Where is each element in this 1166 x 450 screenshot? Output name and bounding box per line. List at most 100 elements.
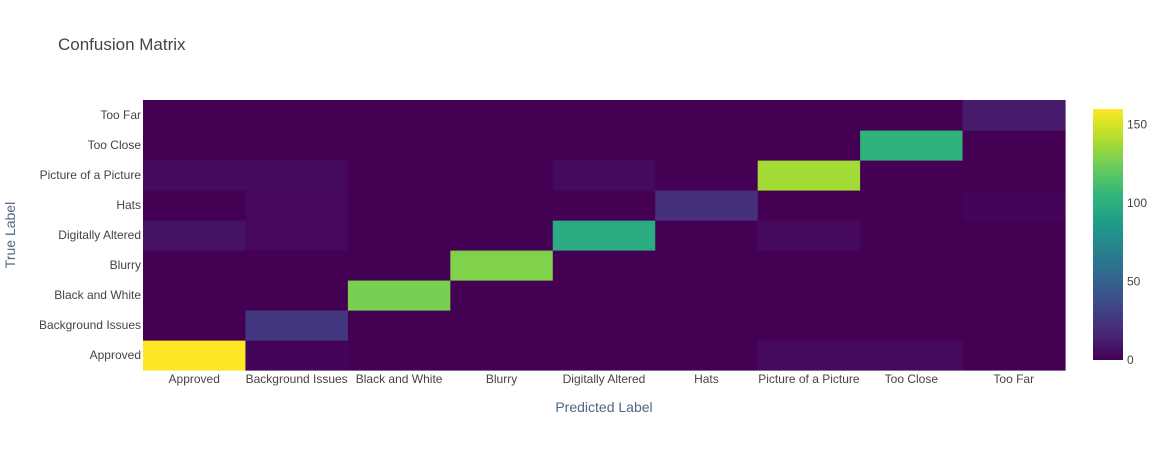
heatmap-cell-too-far-picture-of-a-picture — [757, 100, 861, 131]
heatmap-cell-black-and-white-approved — [143, 280, 247, 311]
heatmap-cell-black-and-white-too-far — [962, 280, 1066, 311]
y-tick-label: Too Far — [100, 108, 141, 122]
heatmap-cell-black-and-white-blurry — [450, 280, 554, 311]
y-tick-label: Hats — [116, 198, 141, 212]
heatmap-cell-black-and-white-background-issues — [245, 280, 349, 311]
x-tick-label: Black and White — [356, 372, 443, 386]
heatmap-cell-blurry-too-far — [962, 250, 1066, 281]
heatmap-cell-digitally-altered-picture-of-a-picture — [757, 220, 861, 251]
heatmap-cell-blurry-background-issues — [245, 250, 349, 281]
heatmap-cell-approved-blurry — [450, 340, 554, 371]
heatmap-cell-too-far-black-and-white — [347, 100, 451, 131]
x-tick-label: Approved — [169, 372, 220, 386]
heatmap-cell-picture-of-a-picture-hats — [655, 160, 759, 191]
colorbar — [1093, 109, 1123, 360]
x-tick-label: Hats — [694, 372, 719, 386]
heatmap-cell-approved-picture-of-a-picture — [757, 340, 861, 371]
heatmap-cell-picture-of-a-picture-too-far — [962, 160, 1066, 191]
heatmap-cell-digitally-altered-too-far — [962, 220, 1066, 251]
x-axis-ticks: Approved Background Issues Black and White… — [169, 372, 1035, 386]
heatmap-cell-approved-background-issues — [245, 340, 349, 371]
heatmap-cell-background-issues-too-close — [860, 310, 964, 341]
heatmap-cell-black-and-white-too-close — [860, 280, 964, 311]
heatmap-cell-approved-approved — [143, 340, 247, 371]
heatmap-cell-too-close-blurry — [450, 130, 554, 161]
heatmap-cell-background-issues-approved — [143, 310, 247, 341]
heatmap-cell-background-issues-hats — [655, 310, 759, 341]
x-tick-label: Background Issues — [246, 372, 348, 386]
chart-title: Confusion Matrix — [58, 35, 186, 54]
heatmap-cell-digitally-altered-blurry — [450, 220, 554, 251]
heatmap-cell-background-issues-blurry — [450, 310, 554, 341]
heatmap-cell-picture-of-a-picture-approved — [143, 160, 247, 191]
heatmap-cell-blurry-digitally-altered — [552, 250, 656, 281]
heatmap-cell-blurry-too-close — [860, 250, 964, 281]
heatmap-cell-background-issues-too-far — [962, 310, 1066, 341]
y-tick-label: Too Close — [88, 138, 142, 152]
heatmap-cell-digitally-altered-hats — [655, 220, 759, 251]
heatmap-cell-hats-black-and-white — [347, 190, 451, 221]
heatmap-cell-hats-picture-of-a-picture — [757, 190, 861, 221]
heatmap-cell-approved-too-far — [962, 340, 1066, 371]
heatmap-cell-digitally-altered-black-and-white — [347, 220, 451, 251]
y-tick-label: Approved — [90, 348, 141, 362]
heatmap-cell-picture-of-a-picture-blurry — [450, 160, 554, 191]
heatmap-cell-picture-of-a-picture-too-close — [860, 160, 964, 191]
colorbar-tick-label: 0 — [1127, 353, 1134, 367]
heatmap-cell-too-far-digitally-altered — [552, 100, 656, 131]
heatmap-cell-blurry-picture-of-a-picture — [757, 250, 861, 281]
heatmap-cell-blurry-hats — [655, 250, 759, 281]
colorbar-tick-label: 150 — [1127, 118, 1147, 132]
heatmap-cell-hats-hats — [655, 190, 759, 221]
heatmap-cell-hats-background-issues — [245, 190, 349, 221]
heatmap-cell-too-far-too-close — [860, 100, 964, 131]
heatmap-cell-approved-digitally-altered — [552, 340, 656, 371]
heatmap-cell-too-far-background-issues — [245, 100, 349, 131]
heatmap-cell-digitally-altered-background-issues — [245, 220, 349, 251]
heatmap-cell-too-close-black-and-white — [347, 130, 451, 161]
heatmap-cell-black-and-white-black-and-white — [347, 280, 451, 311]
heatmap-cell-background-issues-digitally-altered — [552, 310, 656, 341]
x-tick-label: Digitally Altered — [563, 372, 646, 386]
heatmap-cell-digitally-altered-too-close — [860, 220, 964, 251]
heatmap-cell-blurry-blurry — [450, 250, 554, 281]
heatmap-cell-blurry-black-and-white — [347, 250, 451, 281]
y-axis-title: True Label — [2, 202, 18, 268]
heatmap-cell-digitally-altered-digitally-altered — [552, 220, 656, 251]
x-tick-label: Too Close — [885, 372, 939, 386]
heatmap-cell-background-issues-black-and-white — [347, 310, 451, 341]
heatmap-cell-too-close-approved — [143, 130, 247, 161]
heatmap-cell-too-close-digitally-altered — [552, 130, 656, 161]
heatmap-cell-approved-hats — [655, 340, 759, 371]
heatmap-cell-black-and-white-picture-of-a-picture — [757, 280, 861, 311]
heatmap-cell-black-and-white-hats — [655, 280, 759, 311]
heatmap-cell-approved-too-close — [860, 340, 964, 371]
y-tick-label: Picture of a Picture — [40, 168, 142, 182]
x-tick-label: Picture of a Picture — [758, 372, 860, 386]
colorbar-tick-label: 100 — [1127, 196, 1147, 210]
y-tick-label: Black and White — [54, 288, 141, 302]
y-tick-label: Blurry — [110, 258, 141, 272]
x-tick-label: Too Far — [993, 372, 1034, 386]
heatmap-cell-too-far-hats — [655, 100, 759, 131]
heatmap-cell-picture-of-a-picture-digitally-altered — [552, 160, 656, 191]
colorbar-tick-label: 50 — [1127, 275, 1141, 289]
heatmap-cells — [143, 100, 1066, 371]
y-tick-label: Digitally Altered — [58, 228, 141, 242]
heatmap-cell-too-close-background-issues — [245, 130, 349, 161]
heatmap-cell-picture-of-a-picture-background-issues — [245, 160, 349, 191]
heatmap-cell-too-far-too-far — [962, 100, 1066, 131]
heatmap-cell-too-far-blurry — [450, 100, 554, 131]
heatmap-cell-too-close-hats — [655, 130, 759, 161]
heatmap-cell-black-and-white-digitally-altered — [552, 280, 656, 311]
heatmap-cell-picture-of-a-picture-black-and-white — [347, 160, 451, 191]
colorbar-ticks: 0 50 100 150 — [1127, 118, 1147, 367]
x-tick-label: Blurry — [486, 372, 517, 386]
heatmap-cell-too-far-approved — [143, 100, 247, 131]
heatmap-cell-hats-approved — [143, 190, 247, 221]
y-axis-ticks: Approved Background Issues Black and White… — [39, 108, 141, 362]
x-axis-title: Predicted Label — [555, 399, 652, 415]
heatmap-cell-blurry-approved — [143, 250, 247, 281]
heatmap-cell-hats-digitally-altered — [552, 190, 656, 221]
